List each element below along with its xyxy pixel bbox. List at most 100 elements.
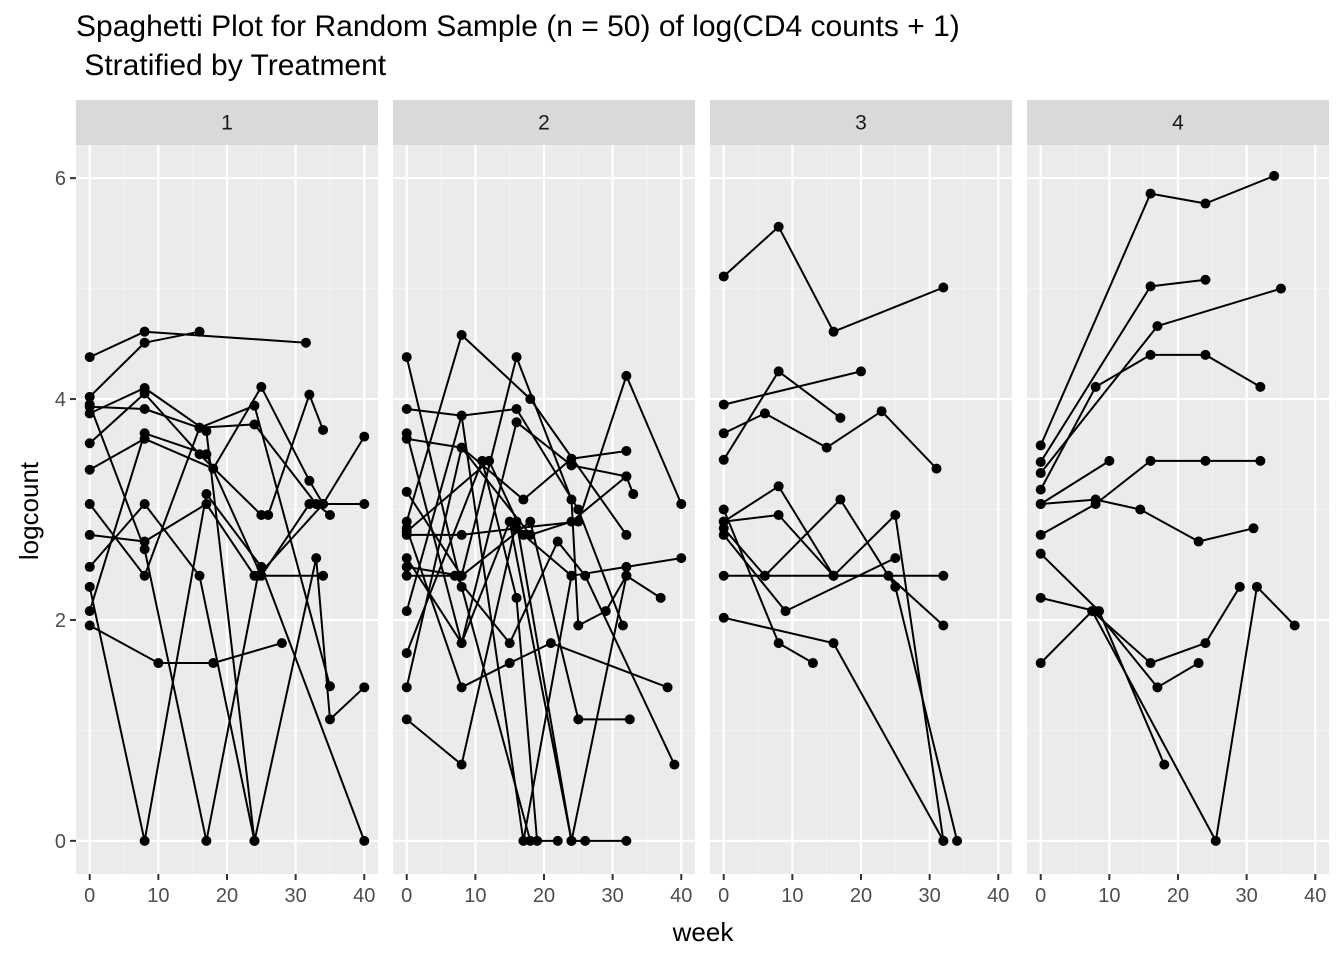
data-point	[759, 408, 770, 419]
x-tick-label: 0	[718, 885, 729, 907]
data-point	[621, 529, 632, 540]
data-point	[552, 536, 563, 547]
data-point	[1255, 381, 1266, 392]
data-point	[456, 759, 467, 770]
x-tick-label: 20	[216, 885, 238, 907]
data-point	[401, 403, 412, 414]
series-line	[405, 433, 627, 842]
facet-strip	[710, 100, 1012, 145]
data-point	[153, 658, 164, 669]
data-point	[201, 449, 212, 460]
data-point	[1193, 536, 1204, 547]
data-point	[401, 433, 412, 444]
data-point	[828, 570, 839, 581]
data-point	[1145, 658, 1156, 669]
data-point	[938, 570, 949, 581]
data-point	[518, 529, 529, 540]
data-point	[566, 460, 577, 471]
x-tick-label: 0	[84, 885, 95, 907]
data-point	[84, 498, 95, 509]
data-point	[938, 620, 949, 631]
data-point	[401, 570, 412, 581]
data-point	[1152, 682, 1163, 693]
data-point	[139, 544, 150, 555]
data-point	[1275, 283, 1286, 294]
data-point	[835, 494, 846, 505]
data-point	[545, 638, 556, 649]
data-point	[84, 529, 95, 540]
data-point	[566, 516, 577, 527]
series-line	[1040, 596, 1200, 689]
facet-panel-4: 40 10 20 30 40	[1027, 100, 1329, 907]
data-point	[401, 682, 412, 693]
y-tick-label: 6	[55, 168, 66, 190]
data-point	[1090, 498, 1101, 509]
data-point	[401, 523, 412, 534]
data-point	[938, 282, 949, 293]
data-point	[807, 658, 818, 669]
data-point	[359, 498, 370, 509]
data-point	[1200, 455, 1211, 466]
data-point	[828, 326, 839, 337]
chart-title-line-1: Spaghetti Plot for Random Sample (n = 50…	[76, 10, 960, 43]
data-point	[401, 561, 412, 572]
data-point	[1269, 170, 1280, 181]
data-point	[504, 516, 515, 527]
data-point	[304, 475, 315, 486]
data-point	[759, 570, 770, 581]
data-point	[718, 516, 729, 527]
series-line	[405, 459, 539, 841]
data-point	[139, 326, 150, 337]
data-point	[263, 510, 274, 521]
data-point	[1248, 523, 1259, 534]
data-point	[1193, 658, 1204, 669]
data-point	[456, 570, 467, 581]
data-point	[1035, 592, 1046, 603]
x-tick-label: 10	[147, 885, 169, 907]
data-point	[201, 498, 212, 509]
data-point	[876, 406, 887, 417]
x-tick-label: 40	[353, 885, 375, 907]
data-point	[504, 658, 515, 669]
data-point	[84, 399, 95, 410]
data-point	[84, 561, 95, 572]
data-point	[773, 366, 784, 377]
data-point	[1145, 349, 1156, 360]
data-point	[1200, 638, 1211, 649]
data-point	[139, 570, 150, 581]
data-point	[890, 581, 901, 592]
data-point	[1289, 620, 1300, 631]
facet-panel-1: 10 10 20 30 40	[76, 100, 378, 907]
data-point	[304, 389, 315, 400]
data-point	[139, 388, 150, 399]
data-point	[718, 271, 729, 282]
facet-strip	[1027, 100, 1329, 145]
data-point	[318, 570, 329, 581]
series-line	[405, 414, 682, 842]
data-point	[718, 612, 729, 623]
series-line	[405, 356, 558, 842]
series-line	[406, 520, 662, 842]
facet-strip-label: 1	[221, 112, 233, 135]
data-point	[669, 759, 680, 770]
data-point	[1135, 504, 1146, 515]
series-line	[89, 624, 283, 664]
data-point	[511, 352, 522, 363]
data-point	[139, 428, 150, 439]
data-point	[194, 422, 205, 433]
series-line	[406, 540, 676, 766]
data-point	[676, 553, 687, 564]
data-point	[566, 835, 577, 846]
data-point	[511, 417, 522, 428]
data-point	[256, 381, 267, 392]
data-point	[84, 438, 95, 449]
data-point	[84, 581, 95, 592]
data-point	[1145, 455, 1156, 466]
data-point	[718, 399, 729, 410]
data-point	[621, 370, 632, 381]
data-point	[655, 592, 666, 603]
data-point	[621, 445, 632, 456]
data-point	[324, 510, 335, 521]
data-point	[449, 570, 460, 581]
x-tick-label: 0	[401, 885, 412, 907]
